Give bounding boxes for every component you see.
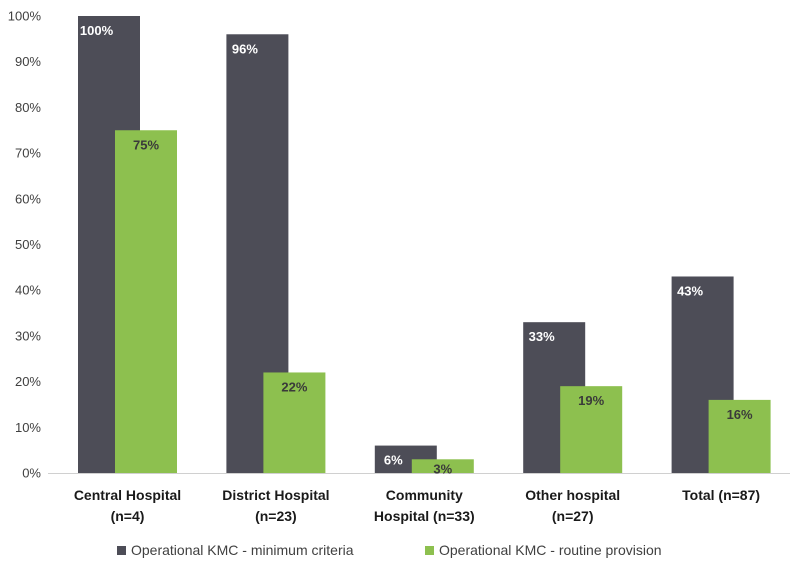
legend-label: Operational KMC - routine provision: [439, 542, 662, 558]
y-tick-label: 40%: [15, 283, 41, 298]
x-tick-label: (n=4): [111, 508, 145, 524]
x-tick-label: Hospital (n=33): [374, 508, 475, 524]
x-tick-label: Central Hospital: [74, 487, 181, 503]
y-axis: 0% 10% 20% 30% 40% 50% 60% 70% 80% 90% 100%: [8, 9, 790, 481]
bar-series-2: [263, 372, 326, 473]
x-axis: Central Hospital (n=4) District Hospital (n…: [74, 487, 760, 524]
y-tick-label: 80%: [15, 100, 41, 115]
data-label: 6%: [384, 453, 403, 468]
data-label: 75%: [133, 137, 159, 152]
y-tick-label: 0%: [22, 466, 41, 481]
legend-label: Operational KMC - minimum criteria: [131, 542, 354, 558]
legend-swatch: [117, 546, 126, 555]
y-tick-label: 70%: [15, 146, 41, 161]
data-label: 33%: [529, 329, 555, 344]
y-tick-label: 10%: [15, 420, 41, 435]
bar-series-2: [115, 130, 177, 473]
data-label: 3%: [433, 461, 452, 476]
bar-series-2: [560, 386, 623, 473]
y-tick-label: 90%: [15, 54, 41, 69]
x-tick-label: District Hospital: [222, 487, 329, 503]
legend-swatch: [425, 546, 434, 555]
data-label: 96%: [232, 41, 258, 56]
x-tick-label: (n=23): [255, 508, 297, 524]
bars-group: 100% 75% 96% 22% 6% 3% 33% 19% 43% 16%: [78, 16, 771, 476]
data-label: 16%: [727, 407, 753, 422]
y-tick-label: 20%: [15, 374, 41, 389]
y-tick-label: 50%: [15, 237, 41, 252]
x-tick-label: Total (n=87): [682, 487, 760, 503]
data-label: 22%: [281, 379, 307, 394]
y-tick-label: 100%: [8, 9, 42, 24]
bar-series-2: [708, 399, 771, 473]
data-label: 100%: [80, 23, 114, 38]
legend: Operational KMC - minimum criteria Operat…: [117, 542, 662, 558]
data-label: 43%: [677, 283, 703, 298]
y-tick-label: 60%: [15, 191, 41, 206]
bar-series-2: [411, 459, 474, 473]
x-tick-label: Other hospital: [525, 487, 620, 503]
data-label: 19%: [578, 393, 604, 408]
x-tick-label: (n=27): [552, 508, 594, 524]
y-tick-label: 30%: [15, 328, 41, 343]
x-tick-label: Community: [386, 487, 463, 503]
